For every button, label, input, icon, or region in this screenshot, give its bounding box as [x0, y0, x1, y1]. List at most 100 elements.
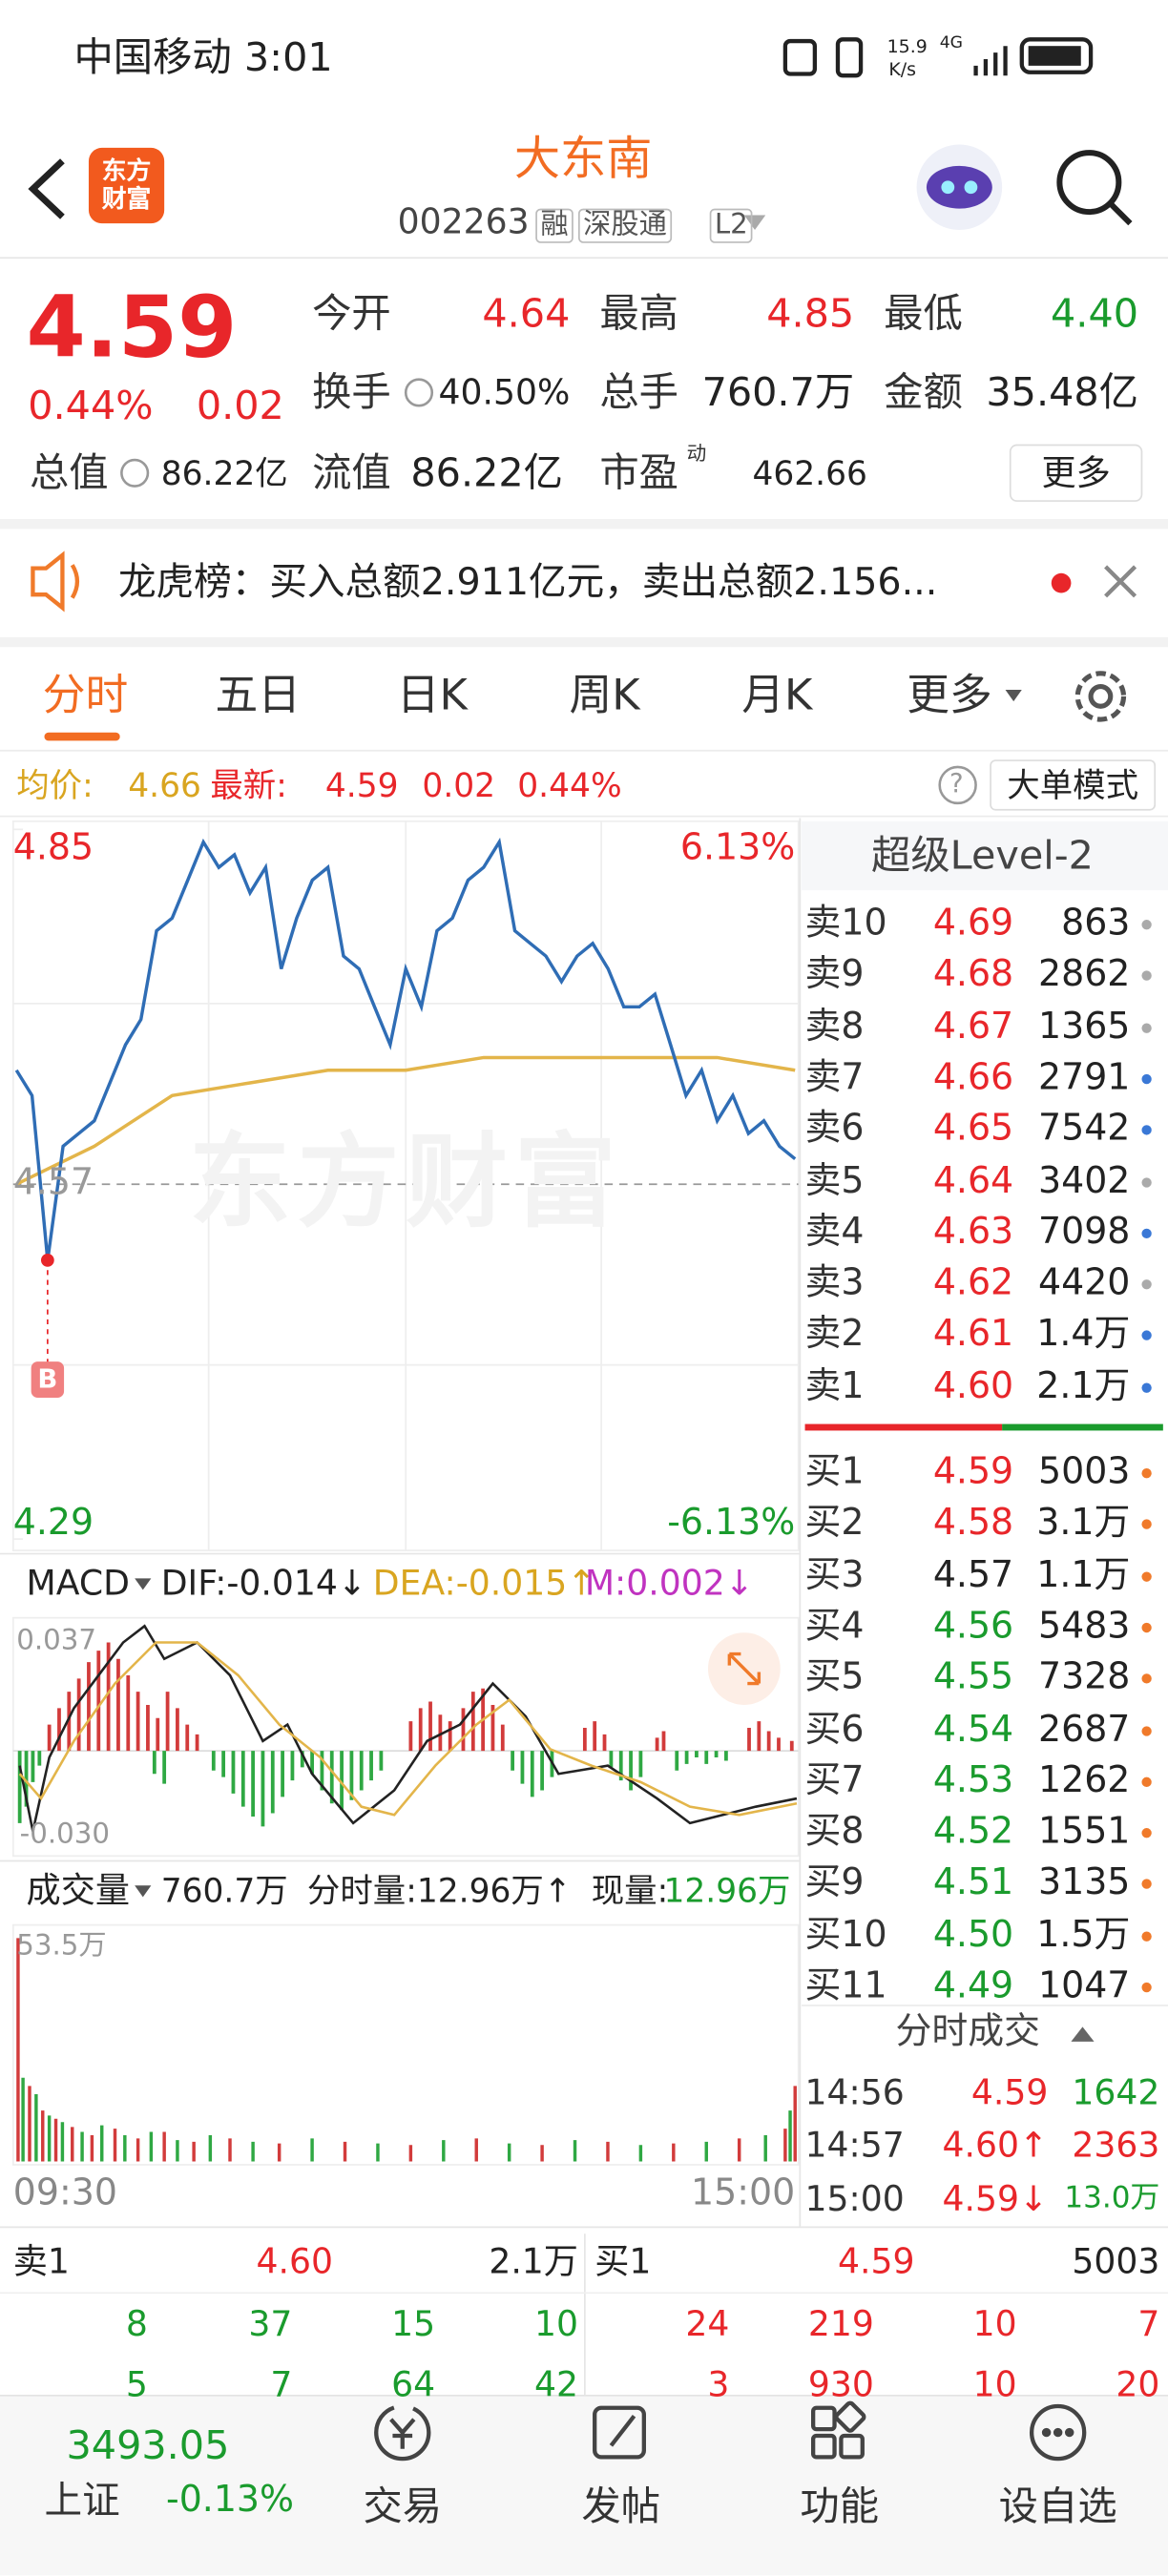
depth-label: 卖1	[12, 2241, 70, 2281]
depth-price: 4.60	[256, 2241, 334, 2281]
nav-item[interactable]: 发帖	[581, 2483, 661, 2530]
tab[interactable]: 五日	[215, 672, 302, 721]
speaker-icon	[31, 551, 80, 613]
depth-cell: 5	[125, 2364, 148, 2404]
indicator-name[interactable]: MACD	[26, 1563, 130, 1603]
volume-frame	[11, 1923, 800, 2166]
indicator-name[interactable]: 成交量	[26, 1869, 131, 1910]
stock-tag: 融	[535, 207, 574, 242]
dropdown-arrow[interactable]	[1005, 690, 1022, 702]
book-price: 4.67	[932, 1006, 1014, 1048]
tab[interactable]: 分时	[42, 672, 129, 721]
robot-icon[interactable]	[916, 144, 1003, 231]
nav-item[interactable]: 设自选	[998, 2483, 1117, 2530]
depth-cell: 7	[1137, 2303, 1160, 2343]
book-dot	[1141, 1073, 1152, 1085]
book-price: 4.65	[932, 1109, 1014, 1151]
tab[interactable]: 日K	[396, 672, 468, 721]
depth-cell: 10	[533, 2303, 578, 2343]
book-volume: 1047	[1038, 1965, 1131, 2005]
stat-label: 今开	[312, 290, 391, 337]
trades-title[interactable]: 分时成交	[895, 2011, 1041, 2053]
more-button[interactable]: 更多	[1041, 452, 1111, 492]
book-dot	[1141, 1381, 1152, 1393]
status-carrier-time: 中国移动 3:01	[73, 34, 333, 81]
help-icon[interactable]	[938, 765, 977, 805]
book-price: 4.66	[932, 1057, 1014, 1099]
book-volume: 7098	[1038, 1212, 1131, 1254]
depth-cell: 3	[707, 2364, 730, 2404]
volume-now: 12.96万	[663, 1870, 791, 1911]
more-button-bg[interactable]	[1009, 444, 1143, 502]
book-label: 买3	[804, 1554, 865, 1596]
search-icon[interactable]	[1056, 150, 1133, 226]
book-price: 4.56	[932, 1606, 1014, 1648]
dropdown-arrow[interactable]	[135, 1578, 152, 1590]
book-label: 买9	[804, 1862, 865, 1904]
book-dot	[1141, 1776, 1152, 1787]
stat-value: 462.66	[752, 453, 867, 493]
book-dot	[1141, 1468, 1152, 1479]
avg-label: 均价:	[16, 765, 94, 805]
notice-text[interactable]: 龙虎榜：买入总额2.911亿元，卖出总额2.156...	[117, 560, 938, 604]
level2-header-bg	[802, 821, 1168, 891]
book-price: 4.57	[932, 1554, 1014, 1596]
book-price: 4.62	[932, 1263, 1014, 1305]
book-label: 卖7	[804, 1057, 865, 1099]
close-icon[interactable]	[1104, 565, 1137, 598]
book-dot	[1141, 1022, 1152, 1033]
book-dot	[1141, 1570, 1152, 1582]
book-volume: 2791	[1038, 1057, 1131, 1099]
stat-value: 86.22亿	[410, 449, 563, 496]
stat-label: 最高	[599, 290, 678, 337]
avg-line	[15, 1055, 796, 1186]
change-pct: 0.44%	[28, 383, 154, 429]
stat-value: 4.85	[766, 290, 855, 337]
mode-button[interactable]: 大单模式	[1007, 765, 1139, 805]
depth-cell: 37	[248, 2303, 293, 2343]
band	[0, 519, 1168, 530]
trade-volume: 1642	[1072, 2071, 1160, 2112]
book-price: 4.49	[932, 1965, 1014, 2005]
stat-label: 最低	[884, 290, 963, 337]
stat-label: 金额	[884, 369, 963, 416]
help-mark[interactable]: ?	[949, 766, 964, 799]
tab[interactable]: 周K	[569, 672, 640, 721]
collapse-arrow[interactable]	[1071, 2026, 1095, 2042]
book-split-sell	[804, 1423, 1003, 1431]
nav-item[interactable]: 功能	[800, 2483, 880, 2530]
info-icon[interactable]	[404, 378, 434, 407]
book-price: 4.69	[932, 903, 1014, 945]
depth-cell: 219	[807, 2303, 874, 2343]
book-label: 买8	[804, 1811, 865, 1854]
stat-label: 总手	[599, 369, 678, 416]
volume-bars-red	[16, 1938, 797, 2162]
last-label: 最新:	[210, 765, 287, 805]
mode-button-bg[interactable]	[990, 759, 1157, 811]
tab[interactable]: 月K	[741, 672, 813, 721]
depth-cell: 7	[270, 2364, 293, 2404]
stat-value: 40.50%	[438, 371, 571, 412]
expand-icon[interactable]	[727, 1652, 761, 1686]
book-volume: 7328	[1038, 1657, 1131, 1699]
y-tick-label: 4.85	[12, 827, 94, 869]
depth-volume: 5003	[1072, 2241, 1160, 2281]
macd-bottom: -0.030	[19, 1817, 111, 1851]
dropdown-arrow[interactable]	[743, 215, 766, 231]
book-dot	[1141, 970, 1152, 982]
book-dot	[1141, 1331, 1152, 1341]
settings-icon[interactable]	[1074, 671, 1127, 722]
book-price: 4.60	[932, 1365, 1014, 1407]
info-icon[interactable]	[120, 458, 150, 488]
network-type: 4G	[939, 34, 964, 53]
nav-item[interactable]: 交易	[363, 2483, 443, 2530]
book-price: 4.68	[932, 954, 1014, 996]
dropdown-arrow[interactable]	[135, 1885, 152, 1898]
book-dot	[1141, 1930, 1152, 1942]
back-icon[interactable]	[28, 158, 65, 219]
order-book: 卖10 4.69 863 卖9 4.68 2862 卖8 4.67 1365 卖7 4.66 2791…	[800, 895, 1168, 2005]
tab[interactable]: 更多	[907, 672, 992, 721]
book-price: 4.64	[932, 1160, 1014, 1202]
trade-time: 14:57	[804, 2125, 905, 2165]
